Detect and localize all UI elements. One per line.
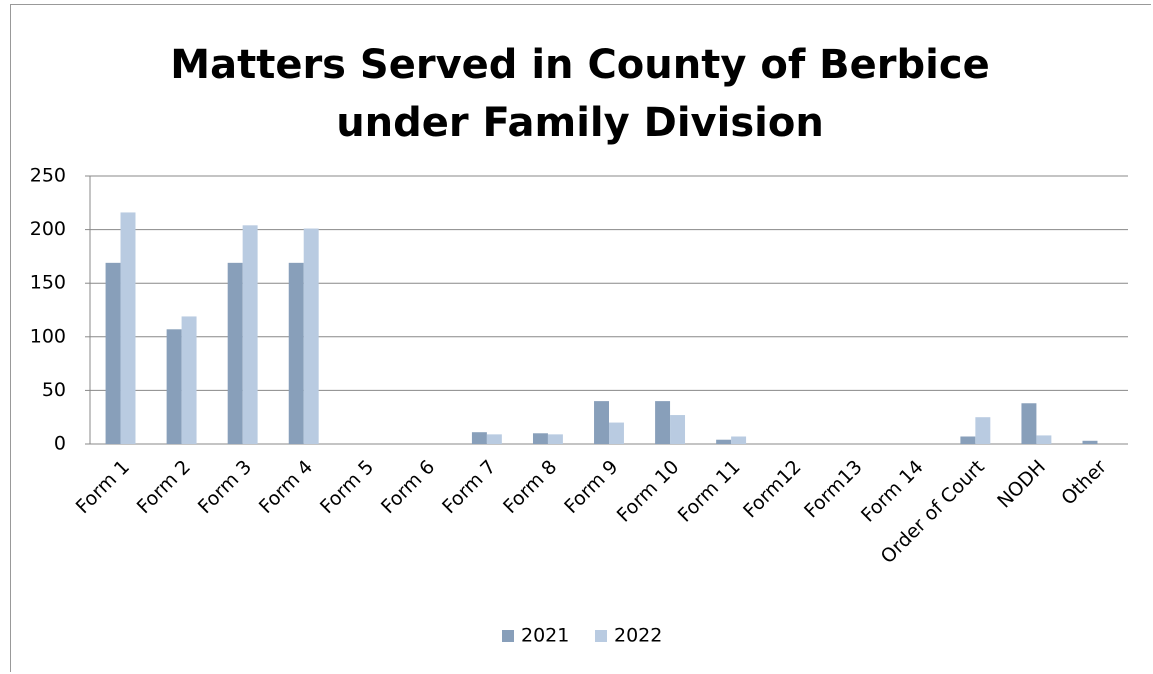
x-tick-label: Form 7	[438, 456, 500, 518]
bar	[960, 436, 976, 444]
x-tick-label: Form12	[739, 456, 806, 523]
bar	[609, 422, 624, 444]
x-tick-label: Form 8	[499, 456, 561, 518]
bar	[120, 212, 136, 444]
bar	[655, 401, 671, 444]
x-tick-label: Form 11	[674, 456, 745, 527]
bar	[105, 262, 121, 444]
bar	[1082, 440, 1098, 444]
legend-swatch	[595, 630, 607, 642]
bar	[594, 401, 609, 444]
bar	[532, 433, 548, 444]
bar	[975, 417, 991, 444]
x-tick-label: Form 4	[255, 456, 317, 518]
x-tick-label: Form 2	[133, 456, 195, 518]
bar	[303, 228, 319, 444]
x-tick-label: Form 3	[194, 456, 256, 518]
bar	[242, 225, 258, 444]
x-tick-label: Order of Court	[877, 456, 989, 568]
bar	[227, 262, 243, 444]
bar	[288, 262, 304, 444]
bar	[547, 434, 563, 444]
x-tick-label: Form 1	[72, 456, 134, 518]
y-tick-label: 100	[30, 325, 66, 347]
bar	[1021, 403, 1037, 444]
y-tick-label: 150	[30, 272, 66, 294]
x-tick-label: Form 10	[613, 456, 684, 527]
x-tick-label: Form 6	[377, 456, 439, 518]
bar	[716, 439, 732, 444]
legend-swatch	[502, 630, 514, 642]
x-tick-label: Other	[1057, 456, 1111, 510]
bar	[181, 316, 197, 444]
x-tick-label: Form13	[800, 456, 867, 523]
chart-border	[10, 4, 1151, 672]
chart-title: Matters Served in County of Berbice unde…	[170, 42, 990, 146]
x-tick-label: Form 9	[560, 456, 622, 518]
x-tick-label: Form 5	[316, 456, 378, 518]
bar	[166, 329, 182, 444]
y-tick-label: 50	[42, 379, 66, 401]
bar	[731, 436, 747, 444]
y-tick-label: 0	[54, 433, 66, 455]
legend-label: 2021	[521, 625, 569, 647]
bar	[486, 434, 502, 444]
bar	[1036, 435, 1052, 444]
y-tick-label: 250	[30, 165, 66, 187]
x-tick-label: NODH	[993, 456, 1050, 513]
legend-label: 2022	[614, 625, 662, 647]
y-tick-label: 200	[30, 218, 66, 240]
bar	[471, 432, 487, 444]
bar	[670, 415, 686, 444]
